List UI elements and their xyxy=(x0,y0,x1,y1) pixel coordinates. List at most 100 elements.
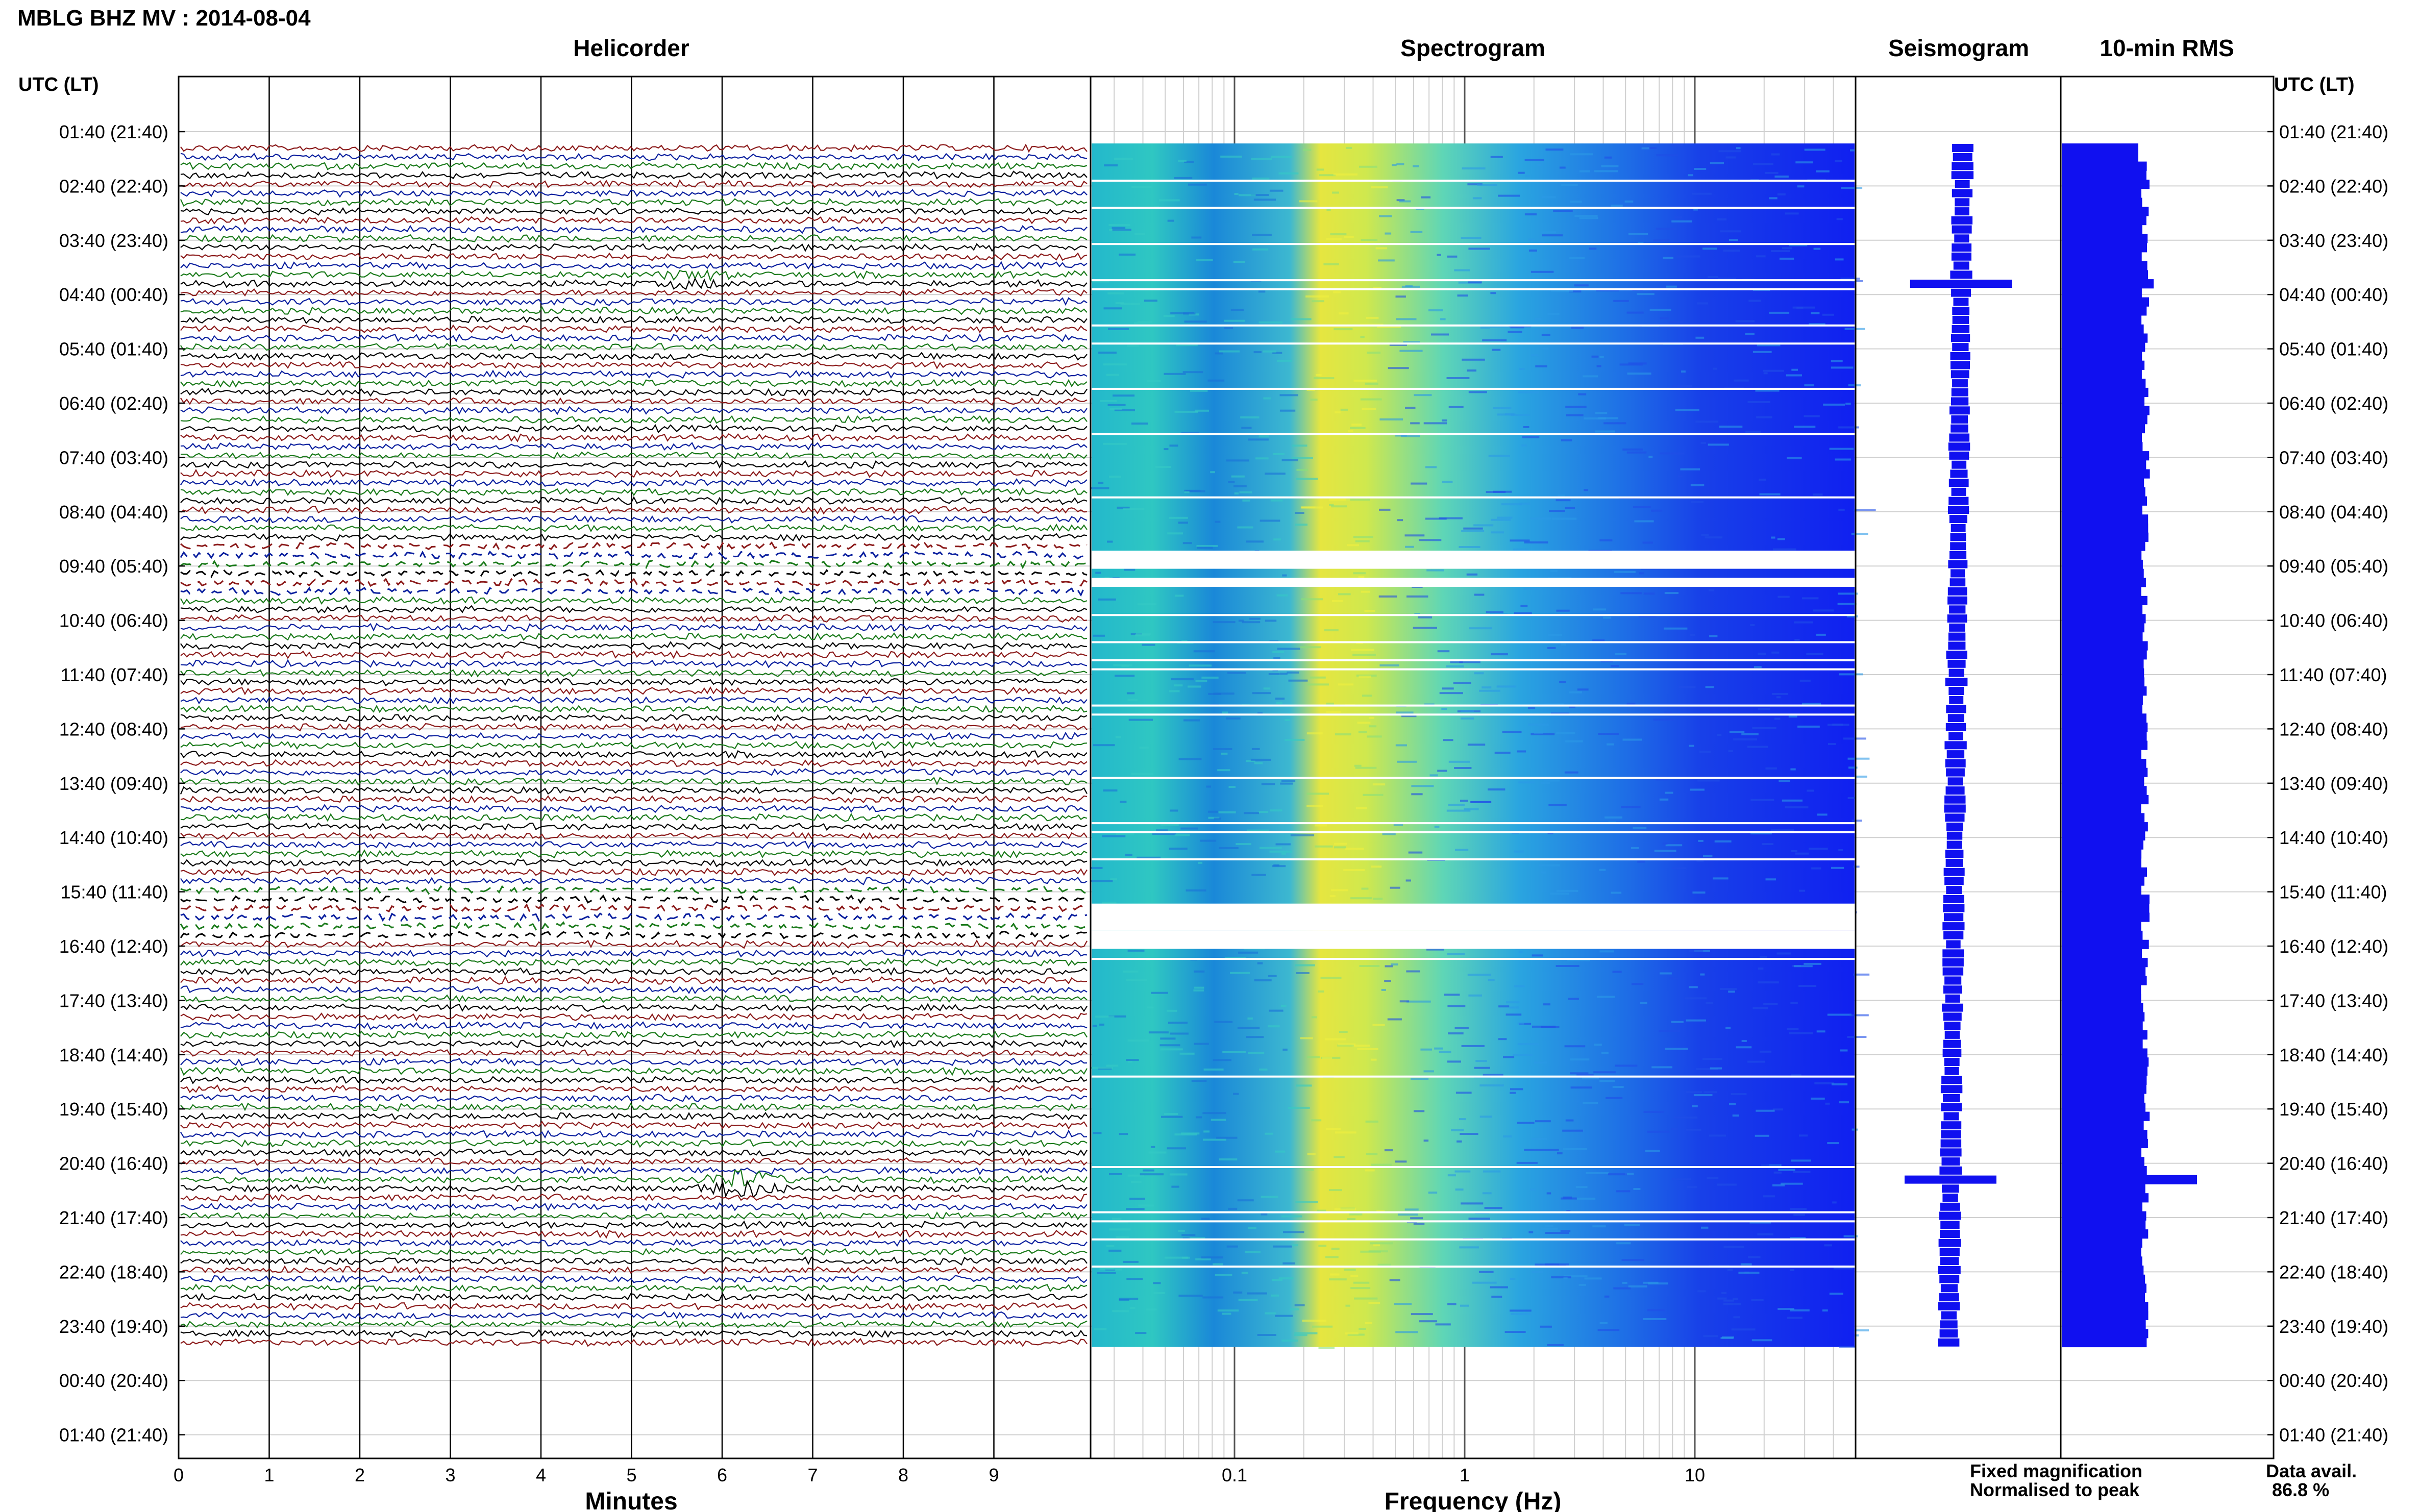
spectrogram-speckle xyxy=(1112,1218,1122,1220)
spectrogram-speckle xyxy=(1328,1189,1342,1192)
helicorder-trace xyxy=(180,1139,1088,1148)
spectrogram-speckle xyxy=(1098,482,1104,484)
spectrogram-gap-line xyxy=(1091,704,1856,707)
spectrogram-speckle xyxy=(1330,233,1347,236)
spectrogram-speckle xyxy=(1369,716,1374,719)
spectrogram-speckle xyxy=(1622,1281,1627,1284)
spectrogram-speckle xyxy=(1219,1158,1238,1161)
spectrogram-speckle xyxy=(1255,457,1269,460)
spectrogram-speckle xyxy=(1416,208,1424,210)
spectrogram-speckle xyxy=(1357,1048,1378,1050)
spectrogram-speckle xyxy=(1604,156,1612,159)
spectrogram-speckle xyxy=(1296,972,1310,974)
spectrogram-speckle xyxy=(1616,1242,1631,1245)
spectrogram-speckle xyxy=(1178,1295,1203,1297)
rms-bar xyxy=(2062,1075,2147,1085)
spectrogram-speckle xyxy=(1524,1149,1542,1151)
spectrogram-speckle xyxy=(1771,153,1780,156)
spectrogram-speckle xyxy=(1729,239,1738,241)
spectrogram-speckle xyxy=(1734,379,1749,382)
helicorder-trace xyxy=(180,189,1088,198)
spectrogram-speckle xyxy=(1307,683,1329,686)
spectrogram-speckle xyxy=(1437,770,1447,772)
spectrogram-speckle xyxy=(1418,616,1433,618)
spectrogram-speckle xyxy=(1222,711,1228,714)
rms-bar xyxy=(2062,1211,2146,1221)
time-tick-label-right: 03:40 (23:40) xyxy=(2279,230,2388,251)
rms-bar xyxy=(2062,912,2150,922)
spectrogram-gap-line xyxy=(1091,858,1856,861)
rms-bar xyxy=(2062,541,2145,551)
spectrogram-speckle xyxy=(1488,788,1505,791)
spectrogram-speckle xyxy=(1379,664,1399,666)
spectrogram-speckle xyxy=(1411,785,1434,787)
spectrogram-speckle xyxy=(1777,193,1786,195)
spectrogram-speckle xyxy=(1584,417,1606,420)
spectrogram-speckle xyxy=(1483,1074,1503,1076)
spectrogram-speckle xyxy=(1564,1045,1586,1048)
spectrogram-speckle xyxy=(1246,760,1255,762)
spectrogram-speckle xyxy=(1334,846,1346,849)
spectrogram-speckle xyxy=(1757,1233,1773,1235)
spectrogram-speckle xyxy=(1601,165,1619,167)
spectrogram-speckle xyxy=(1331,600,1343,602)
spectrogram-speckle xyxy=(1424,703,1435,706)
spectrogram-gap-line xyxy=(1091,433,1856,435)
spectrogram-speckle xyxy=(1578,1283,1586,1286)
rms-bar xyxy=(2062,1193,2149,1203)
spectrogram-speckle xyxy=(1748,1256,1761,1258)
spectrogram-speckle xyxy=(1207,379,1225,382)
spectrogram-speckle xyxy=(1277,648,1300,650)
page-title: MBLG BHZ MV : 2014-08-04 xyxy=(17,6,311,31)
rms-bar xyxy=(2062,207,2149,216)
spectrogram-speckle xyxy=(1300,1037,1313,1039)
helicorder-trace xyxy=(180,1311,1088,1320)
spectrogram-speckle xyxy=(1706,1002,1713,1004)
spectrogram-speckle xyxy=(1656,228,1676,230)
spectrogram-speckle xyxy=(1795,161,1813,164)
spectrogram-speckle xyxy=(1643,1281,1659,1284)
spectrogram-speckle xyxy=(1791,368,1798,371)
spectrogram-speckle xyxy=(1137,320,1152,323)
spectrogram-speckle xyxy=(1844,328,1865,330)
spectrogram-speckle xyxy=(1361,239,1378,241)
spectrogram-speckle xyxy=(1301,598,1323,601)
spectrogram-speckle xyxy=(1565,406,1587,408)
spectrogram-speckle xyxy=(1207,810,1218,813)
spectrogram-speckle xyxy=(1376,326,1401,328)
spectrogram-speckle xyxy=(1426,569,1444,572)
spectrogram-speckle xyxy=(1269,850,1293,853)
spectrogram-speckle xyxy=(1748,300,1761,302)
helicorder-trace xyxy=(180,1169,1088,1188)
spectrogram-speckle xyxy=(1660,452,1685,455)
spectrogram-speckle xyxy=(1339,1031,1348,1033)
spectrogram-speckle xyxy=(1164,1113,1178,1115)
spectrogram-speckle xyxy=(1782,247,1792,250)
rms-bar xyxy=(2062,867,2147,877)
spectrogram-speckle xyxy=(1829,1293,1843,1295)
spectrogram-speckle xyxy=(1370,1058,1377,1061)
spectrogram-speckle xyxy=(1307,1153,1316,1155)
spectrogram-speckle xyxy=(1428,309,1443,312)
spectrogram-speckle xyxy=(1247,829,1269,832)
spectrogram-speckle xyxy=(1195,680,1207,682)
spectrogram-speckle xyxy=(1263,397,1271,400)
spectrogram-speckle xyxy=(1541,196,1556,199)
spectrogram-speckle xyxy=(1306,805,1323,807)
spectrogram-speckle xyxy=(1221,752,1228,755)
helicorder-trace xyxy=(180,1302,1088,1311)
spectrogram-speckle xyxy=(1198,861,1203,864)
spectrogram-speckle xyxy=(1325,1128,1341,1130)
rms-bar xyxy=(2062,1337,2147,1348)
spectrogram-speckle xyxy=(1112,1310,1129,1312)
spectrogram-speckle xyxy=(1517,1022,1524,1025)
spectrogram-speckle xyxy=(1395,434,1407,437)
spectrogram-speckle xyxy=(1498,1005,1510,1008)
rms-bar xyxy=(2062,767,2148,777)
spectrogram-speckle xyxy=(1509,1006,1519,1009)
spectrogram-gap-line xyxy=(1091,342,1856,345)
spectrogram-speckle xyxy=(1411,482,1427,485)
spectrogram-speckle xyxy=(1169,444,1178,447)
spectrogram-speckle xyxy=(1701,1226,1709,1229)
spectrogram-speckle xyxy=(1170,1032,1189,1035)
